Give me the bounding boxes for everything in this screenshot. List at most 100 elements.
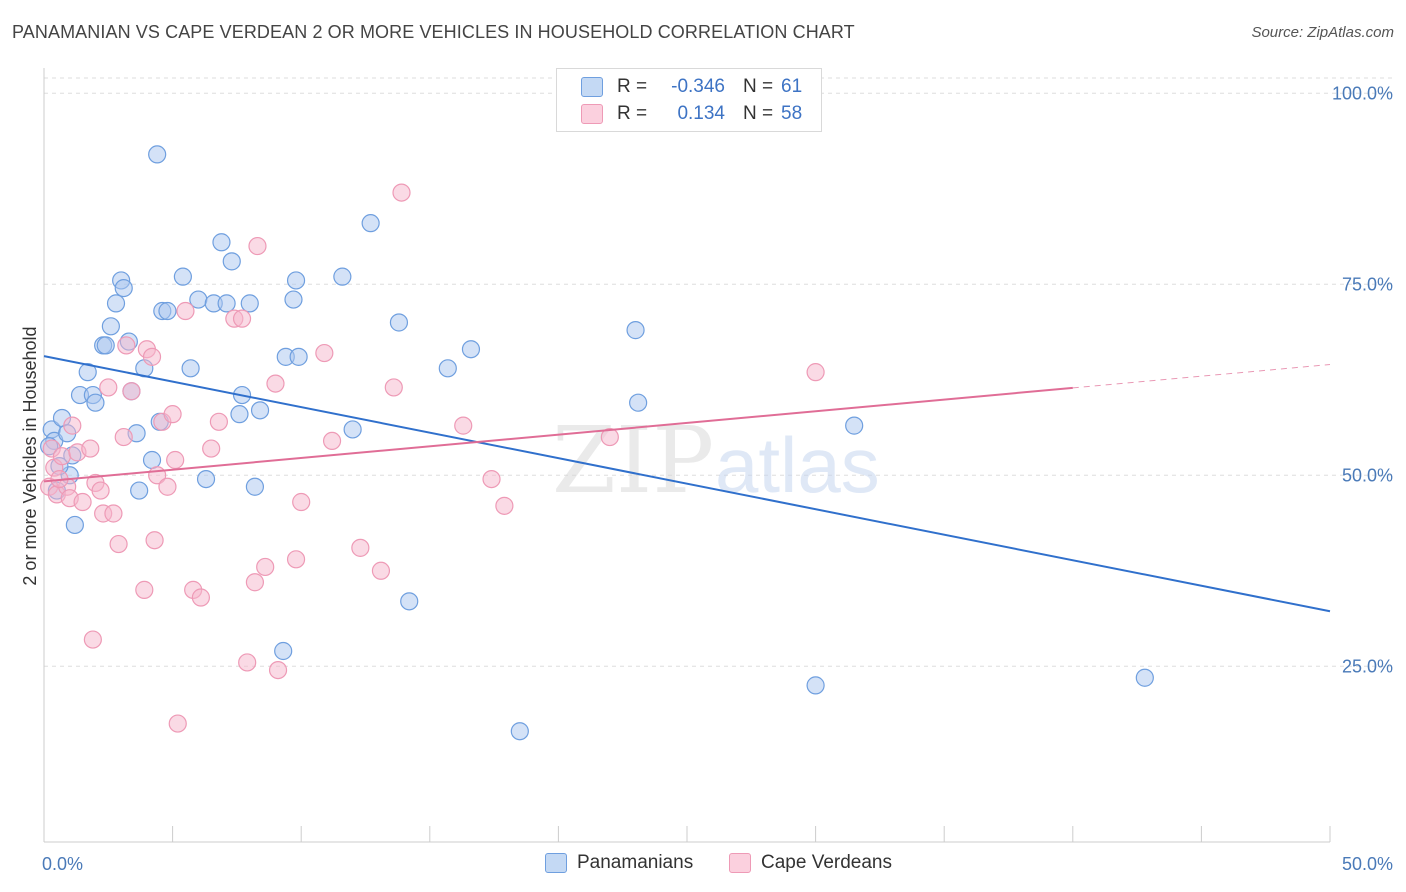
data-point [245, 573, 265, 592]
data-point [286, 550, 306, 569]
data-point [191, 588, 210, 607]
data-point [163, 405, 182, 424]
data-point [256, 557, 275, 577]
data-point [99, 378, 118, 397]
data-point [173, 267, 192, 286]
data-point [142, 450, 162, 470]
data-point [343, 420, 362, 439]
watermark-zip: ZIP [552, 407, 714, 514]
data-point [196, 470, 216, 489]
data-point [78, 363, 97, 382]
trend-line [43, 355, 1331, 613]
data-point [238, 653, 257, 672]
data-point [286, 271, 306, 290]
data-point [389, 313, 409, 332]
data-point [130, 481, 149, 500]
data-point [438, 359, 457, 378]
r-label: R = [617, 103, 648, 124]
legend-label-panamanians: Panamanians [577, 852, 694, 873]
watermark: ZIP atlas [552, 407, 880, 514]
data-point [109, 534, 128, 554]
data-point [495, 496, 514, 515]
x-tick-label: 0.0% [42, 854, 83, 874]
data-point [106, 294, 126, 313]
data-point [361, 214, 380, 233]
data-point [400, 592, 419, 611]
legend-swatch-panamanians [545, 853, 567, 873]
axes [43, 68, 1331, 843]
data-point [845, 416, 864, 435]
data-point [81, 439, 100, 458]
trend-line-extension [1072, 364, 1331, 389]
data-point [268, 660, 288, 680]
data-point [454, 416, 473, 435]
trend-line [43, 386, 1073, 483]
data-point [292, 492, 311, 512]
data-point [315, 343, 334, 363]
legend-item-cape-verdeans[interactable]: Cape Verdeans [729, 852, 892, 874]
tick-labels: 25.0% 50.0% 75.0% 100.0% 0.0% 50.0% [42, 83, 1393, 874]
data-point [222, 252, 241, 271]
y-tick-label: 75.0% [1342, 274, 1393, 294]
data-point [104, 504, 123, 523]
data-point [91, 481, 110, 500]
data-point [245, 477, 265, 496]
data-point [122, 382, 141, 401]
n-value: 58 [781, 103, 803, 124]
legend-swatch-cape-verdeans [729, 853, 751, 873]
data-point [510, 722, 529, 741]
data-point [232, 309, 252, 328]
stats-row-panamanians: R = -0.346 N = 61 [581, 75, 802, 99]
n-value: 61 [781, 76, 803, 97]
data-point [148, 145, 167, 164]
data-point [274, 641, 293, 661]
data-point [333, 267, 352, 286]
data-point [629, 393, 648, 412]
y-tick-label: 25.0% [1342, 656, 1393, 676]
chart-title: PANAMANIAN VS CAPE VERDEAN 2 OR MORE VEH… [12, 22, 855, 42]
data-point [83, 630, 102, 649]
data-point [166, 450, 185, 470]
grid-lines [44, 77, 1392, 667]
n-label: N = [743, 103, 774, 124]
data-point [65, 515, 84, 535]
r-value: 0.134 [677, 103, 725, 124]
data-point [86, 393, 105, 412]
source-label: Source: ZipAtlas.com [1251, 24, 1394, 41]
data-point [806, 363, 825, 382]
data-point [240, 294, 259, 313]
stats-row-cape-verdeans: R = 0.134 N = 58 [581, 102, 802, 126]
data-point [145, 531, 164, 550]
data-point [322, 431, 342, 450]
data-point [135, 580, 154, 599]
x-tick-label: 50.0% [1342, 854, 1393, 874]
data-point [209, 412, 228, 431]
data-point [626, 321, 645, 340]
data-point [52, 447, 72, 466]
data-point [101, 317, 120, 336]
data-point [63, 416, 82, 435]
stats-swatch-cape-verdeans [581, 104, 603, 124]
data-point [168, 714, 187, 733]
data-point [806, 676, 825, 695]
y-axis-title: 2 or more Vehicles in Household [20, 326, 40, 585]
data-point [250, 401, 270, 420]
stats-legend: R = -0.346 N = 61 R = 0.134 N = 58 [556, 68, 822, 132]
data-point [248, 236, 267, 256]
stats-swatch-panamanians [581, 77, 603, 97]
data-point [202, 439, 221, 458]
data-point [158, 301, 177, 321]
r-value: -0.346 [671, 76, 725, 97]
data-point [351, 538, 370, 557]
data-point [176, 301, 195, 321]
legend-label-cape-verdeans: Cape Verdeans [761, 852, 892, 873]
data-point [482, 470, 501, 489]
data-point [284, 290, 303, 309]
data-point [600, 427, 619, 447]
legend-item-panamanians[interactable]: Panamanians [545, 852, 693, 874]
data-point [142, 347, 162, 366]
series-legend: Panamanians Cape Verdeans [0, 852, 1406, 878]
data-point [392, 183, 411, 202]
r-label: R = [617, 76, 648, 97]
data-point [217, 294, 236, 313]
